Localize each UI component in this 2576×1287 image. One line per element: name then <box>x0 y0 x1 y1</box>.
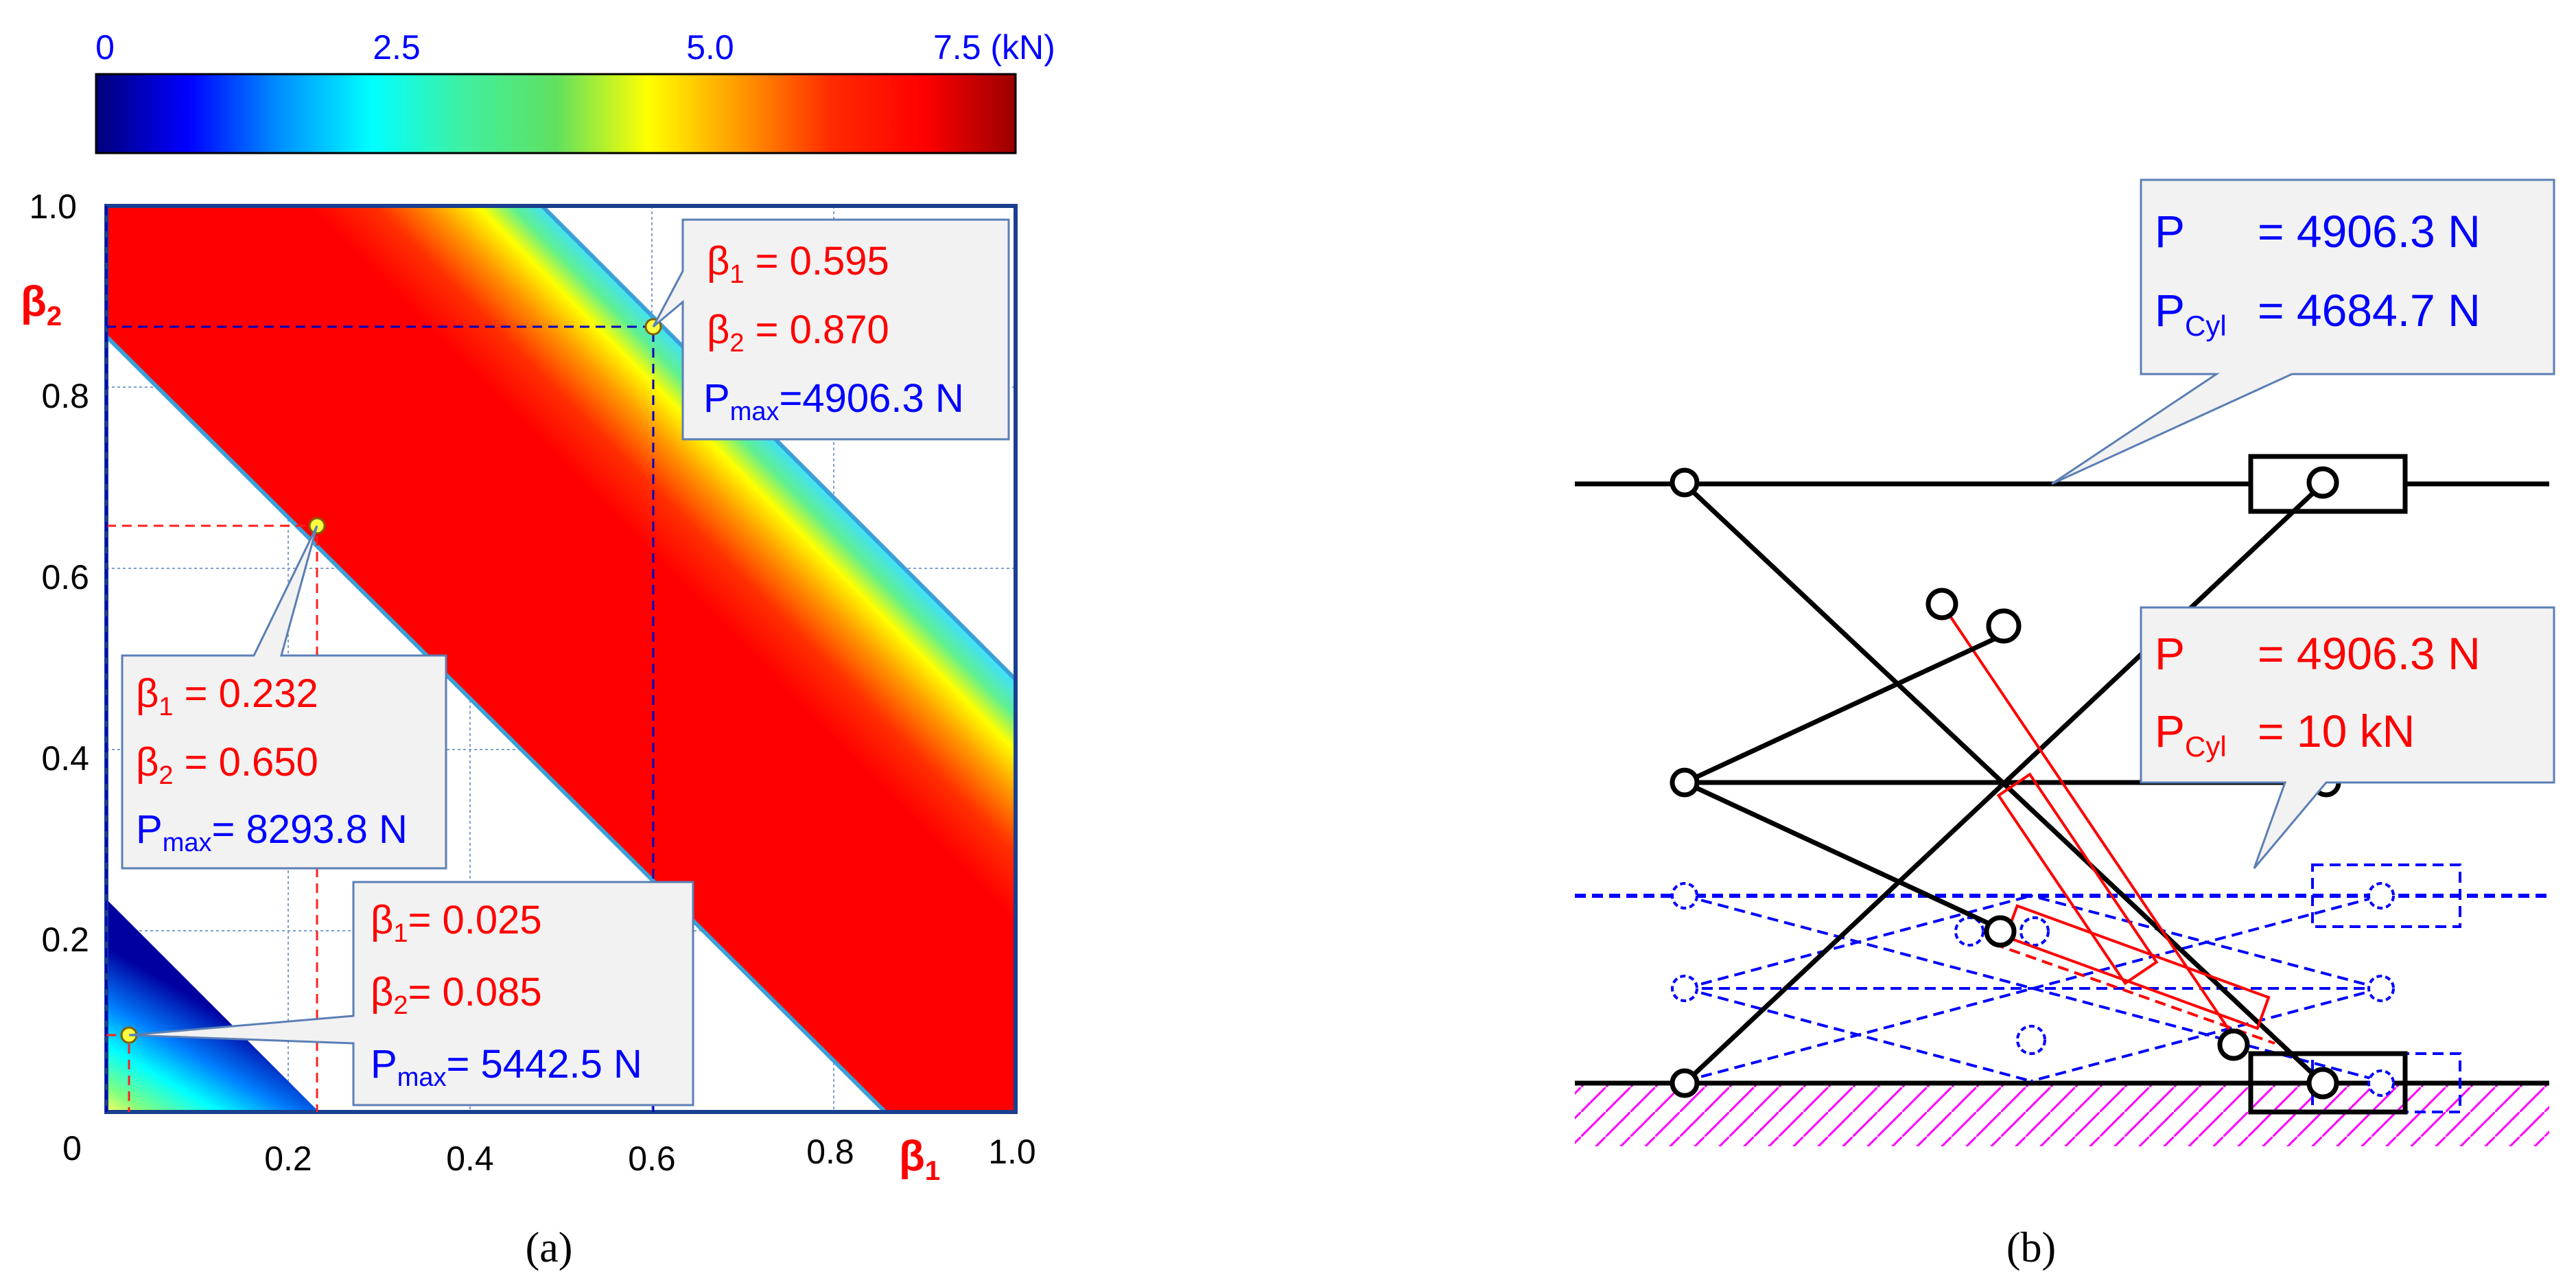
callout-pmax: Pmax=4906.3 N <box>703 376 964 426</box>
callout-blue: P = 4906.3 N PCyl = 4684.7 N <box>2051 178 2555 485</box>
callout-pcyl: PCyl = 4684.7 N <box>2155 285 2481 342</box>
callout-beta1: β1 = 0.232 <box>136 671 318 721</box>
y-tick-label: 0.6 <box>41 558 89 596</box>
feasible-band <box>106 206 1016 1112</box>
callout-beta1: β1= 0.025 <box>371 898 542 948</box>
colorbar-tick-label: 0 <box>95 28 115 67</box>
callout-bottom: β1= 0.025 β2= 0.085 Pmax= 5442.5 N <box>128 881 694 1106</box>
callout-pmax: Pmax= 5442.5 N <box>371 1042 642 1092</box>
y-tick-label: 0.4 <box>41 739 89 778</box>
x-tick-label: 0.6 <box>628 1139 676 1178</box>
callout-beta1: β1 = 0.595 <box>707 239 889 289</box>
axis-ticks: 1.0 0.8 0.6 0.4 0.2 0 0.2 0.4 0.6 0.8 1.… <box>21 187 1036 1186</box>
colorbar-tick-label: 7.5 (kN) <box>933 28 1055 67</box>
x-tick-label: 0.2 <box>264 1139 312 1178</box>
x-axis-label: β1 <box>899 1133 940 1186</box>
plot-frame <box>104 204 1018 1114</box>
callout-pmax: Pmax= 8293.8 N <box>136 807 408 857</box>
callout-beta2: β2 = 0.650 <box>136 740 318 790</box>
callout-top-right: β1 = 0.595 β2 = 0.870 Pmax=4906.3 N <box>652 218 1010 441</box>
band-edge <box>104 334 887 1114</box>
y-tick-label: 0.2 <box>41 920 89 959</box>
callout-beta2: β2 = 0.870 <box>707 308 889 358</box>
callout-p: P = 4906.3 N <box>2155 206 2481 257</box>
x-tick-label: 0.8 <box>806 1133 854 1171</box>
callout-beta2: β2= 0.085 <box>371 970 542 1020</box>
band-edge <box>540 204 1018 682</box>
callout-red: P = 4906.3 N PCyl = 10 kN <box>2140 606 2555 869</box>
y-axis-label: β2 <box>21 278 62 332</box>
callout-p: P = 4906.3 N <box>2155 628 2481 679</box>
bottom-slider <box>2248 1051 2408 1115</box>
scissor-mechanism <box>1575 454 2549 1146</box>
callout-pcyl: PCyl = 10 kN <box>2155 706 2415 763</box>
small-region <box>106 899 319 1112</box>
y-tick-label: 1.0 <box>29 187 77 226</box>
colorbar-tick-label: 5.0 <box>686 28 734 67</box>
x-tick-label: 0.4 <box>446 1139 494 1178</box>
hydraulic-cylinder <box>1941 603 2275 1048</box>
caption-b: (b) <box>2006 1225 2056 1271</box>
colorbar-tick-label: 2.5 <box>373 28 421 67</box>
raised-links <box>1683 629 2012 936</box>
colorbar: 0 2.5 5.0 7.5 (kN) <box>95 28 1055 154</box>
lowered-joints <box>1671 882 2395 1097</box>
y-tick-label: 0.8 <box>41 377 89 415</box>
caption-a: (a) <box>526 1225 573 1271</box>
x-tick-label: 1.0 <box>988 1133 1036 1171</box>
x-tick-label: 0 <box>62 1129 82 1168</box>
colorbar-gradient <box>95 73 1017 154</box>
callout-middle-left: β1 = 0.232 β2 = 0.650 Pmax= 8293.8 N <box>121 525 447 870</box>
